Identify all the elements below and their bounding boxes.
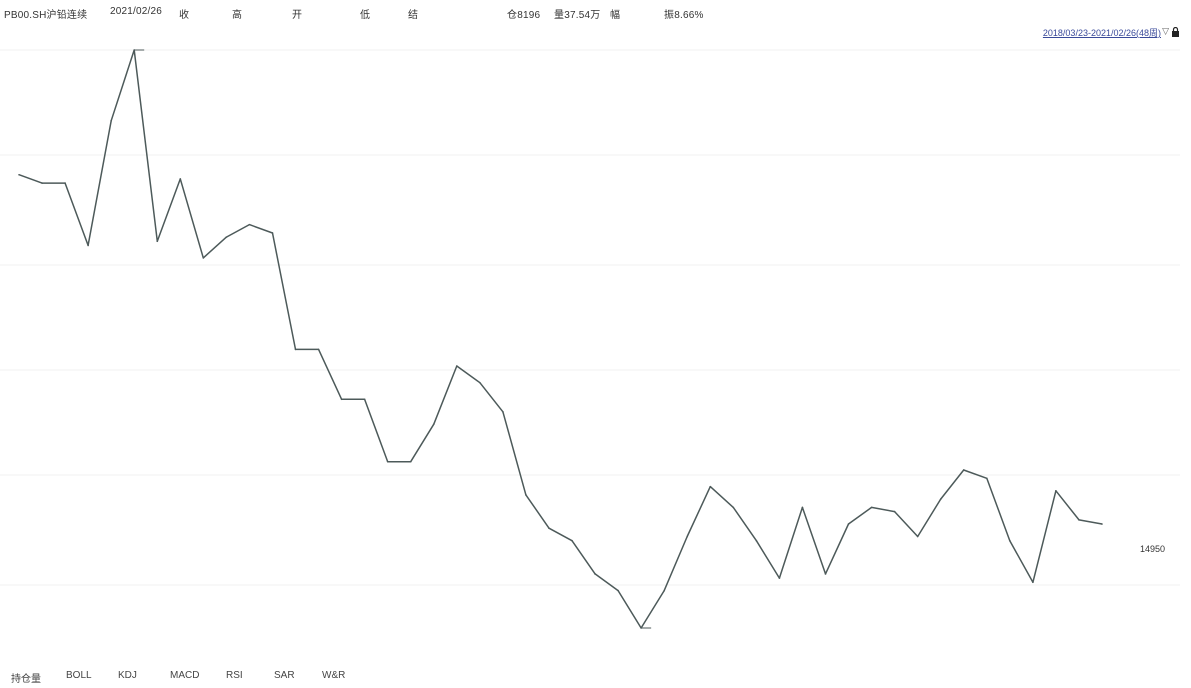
data-point: [1078, 519, 1080, 521]
low-label: 低: [360, 10, 371, 21]
date-label: 2021/02/26: [110, 6, 163, 17]
settle-label: 结: [408, 10, 419, 21]
data-point: [87, 244, 89, 247]
chart-labels: 14950: [1140, 544, 1165, 554]
position-label: 仓8196: [507, 10, 541, 21]
close-label: 收: [179, 10, 190, 21]
data-point: [778, 577, 781, 579]
amplitude-label: 振8.66%: [664, 10, 704, 21]
data-point: [847, 523, 850, 525]
data-point: [18, 173, 20, 176]
data-point: [363, 398, 366, 401]
symbol-label: PB00.SH沪铅连续: [4, 10, 88, 21]
data-point: [1101, 523, 1103, 525]
data-point: [939, 498, 942, 500]
data-point: [962, 469, 965, 471]
data-point: [502, 410, 504, 413]
data-point: [916, 535, 919, 538]
data-point: [985, 477, 988, 480]
indicator-tab-kdj[interactable]: KDJ: [118, 670, 137, 681]
data-point: [1009, 539, 1011, 542]
series-line: [18, 49, 1103, 629]
data-point: [893, 510, 896, 513]
indicator-tab-rsi[interactable]: RSI: [226, 670, 243, 681]
data-point: [179, 178, 182, 180]
indicator-tab-macd[interactable]: MACD: [170, 670, 200, 681]
data-point: [340, 398, 343, 401]
indicator-tab-boll[interactable]: BOLL: [66, 670, 92, 681]
data-point: [663, 589, 665, 592]
chevron-down-icon[interactable]: ▽: [1162, 26, 1169, 36]
data-point: [294, 348, 297, 351]
price-series: [18, 49, 1103, 629]
data-point: [110, 119, 112, 122]
indicator-tab-wr[interactable]: W&R: [322, 670, 346, 681]
data-point: [202, 257, 205, 259]
data-point: [432, 423, 435, 426]
data-point: [225, 236, 228, 238]
data-point: [801, 506, 804, 509]
data-point: [870, 506, 873, 509]
date-range-selector[interactable]: 2018/03/23-2021/02/26(48周): [1042, 28, 1161, 38]
data-point: [386, 460, 389, 463]
data-point: [64, 182, 66, 184]
data-point: [1032, 581, 1034, 584]
data-point: [456, 365, 458, 367]
data-point: [248, 223, 251, 226]
volume-label: 量37.54万: [554, 10, 601, 21]
data-point: [41, 182, 43, 184]
high-label: 高: [232, 10, 243, 21]
change-label: 幅: [610, 10, 621, 21]
open-label: 开: [292, 10, 303, 21]
data-point: [317, 348, 320, 351]
data-point: [479, 381, 481, 384]
data-point: [686, 535, 689, 538]
data-point: [824, 573, 827, 575]
data-point: [709, 485, 712, 488]
data-point: [156, 240, 159, 243]
data-point: [617, 589, 619, 592]
data-point: [571, 539, 573, 542]
last-price-label: 14950: [1140, 544, 1165, 554]
data-point: [755, 539, 758, 542]
indicator-tab-[interactable]: 持仓量: [11, 674, 41, 685]
lock-icon[interactable]: [1171, 27, 1180, 37]
chart-grid: [0, 49, 1180, 586]
data-point: [548, 527, 550, 530]
indicator-tab-sar[interactable]: SAR: [274, 670, 295, 681]
data-point: [271, 232, 274, 234]
data-point: [409, 460, 412, 463]
data-point: [594, 573, 596, 575]
data-point: [1055, 489, 1057, 492]
data-point: [525, 494, 527, 496]
data-point: [732, 506, 735, 509]
